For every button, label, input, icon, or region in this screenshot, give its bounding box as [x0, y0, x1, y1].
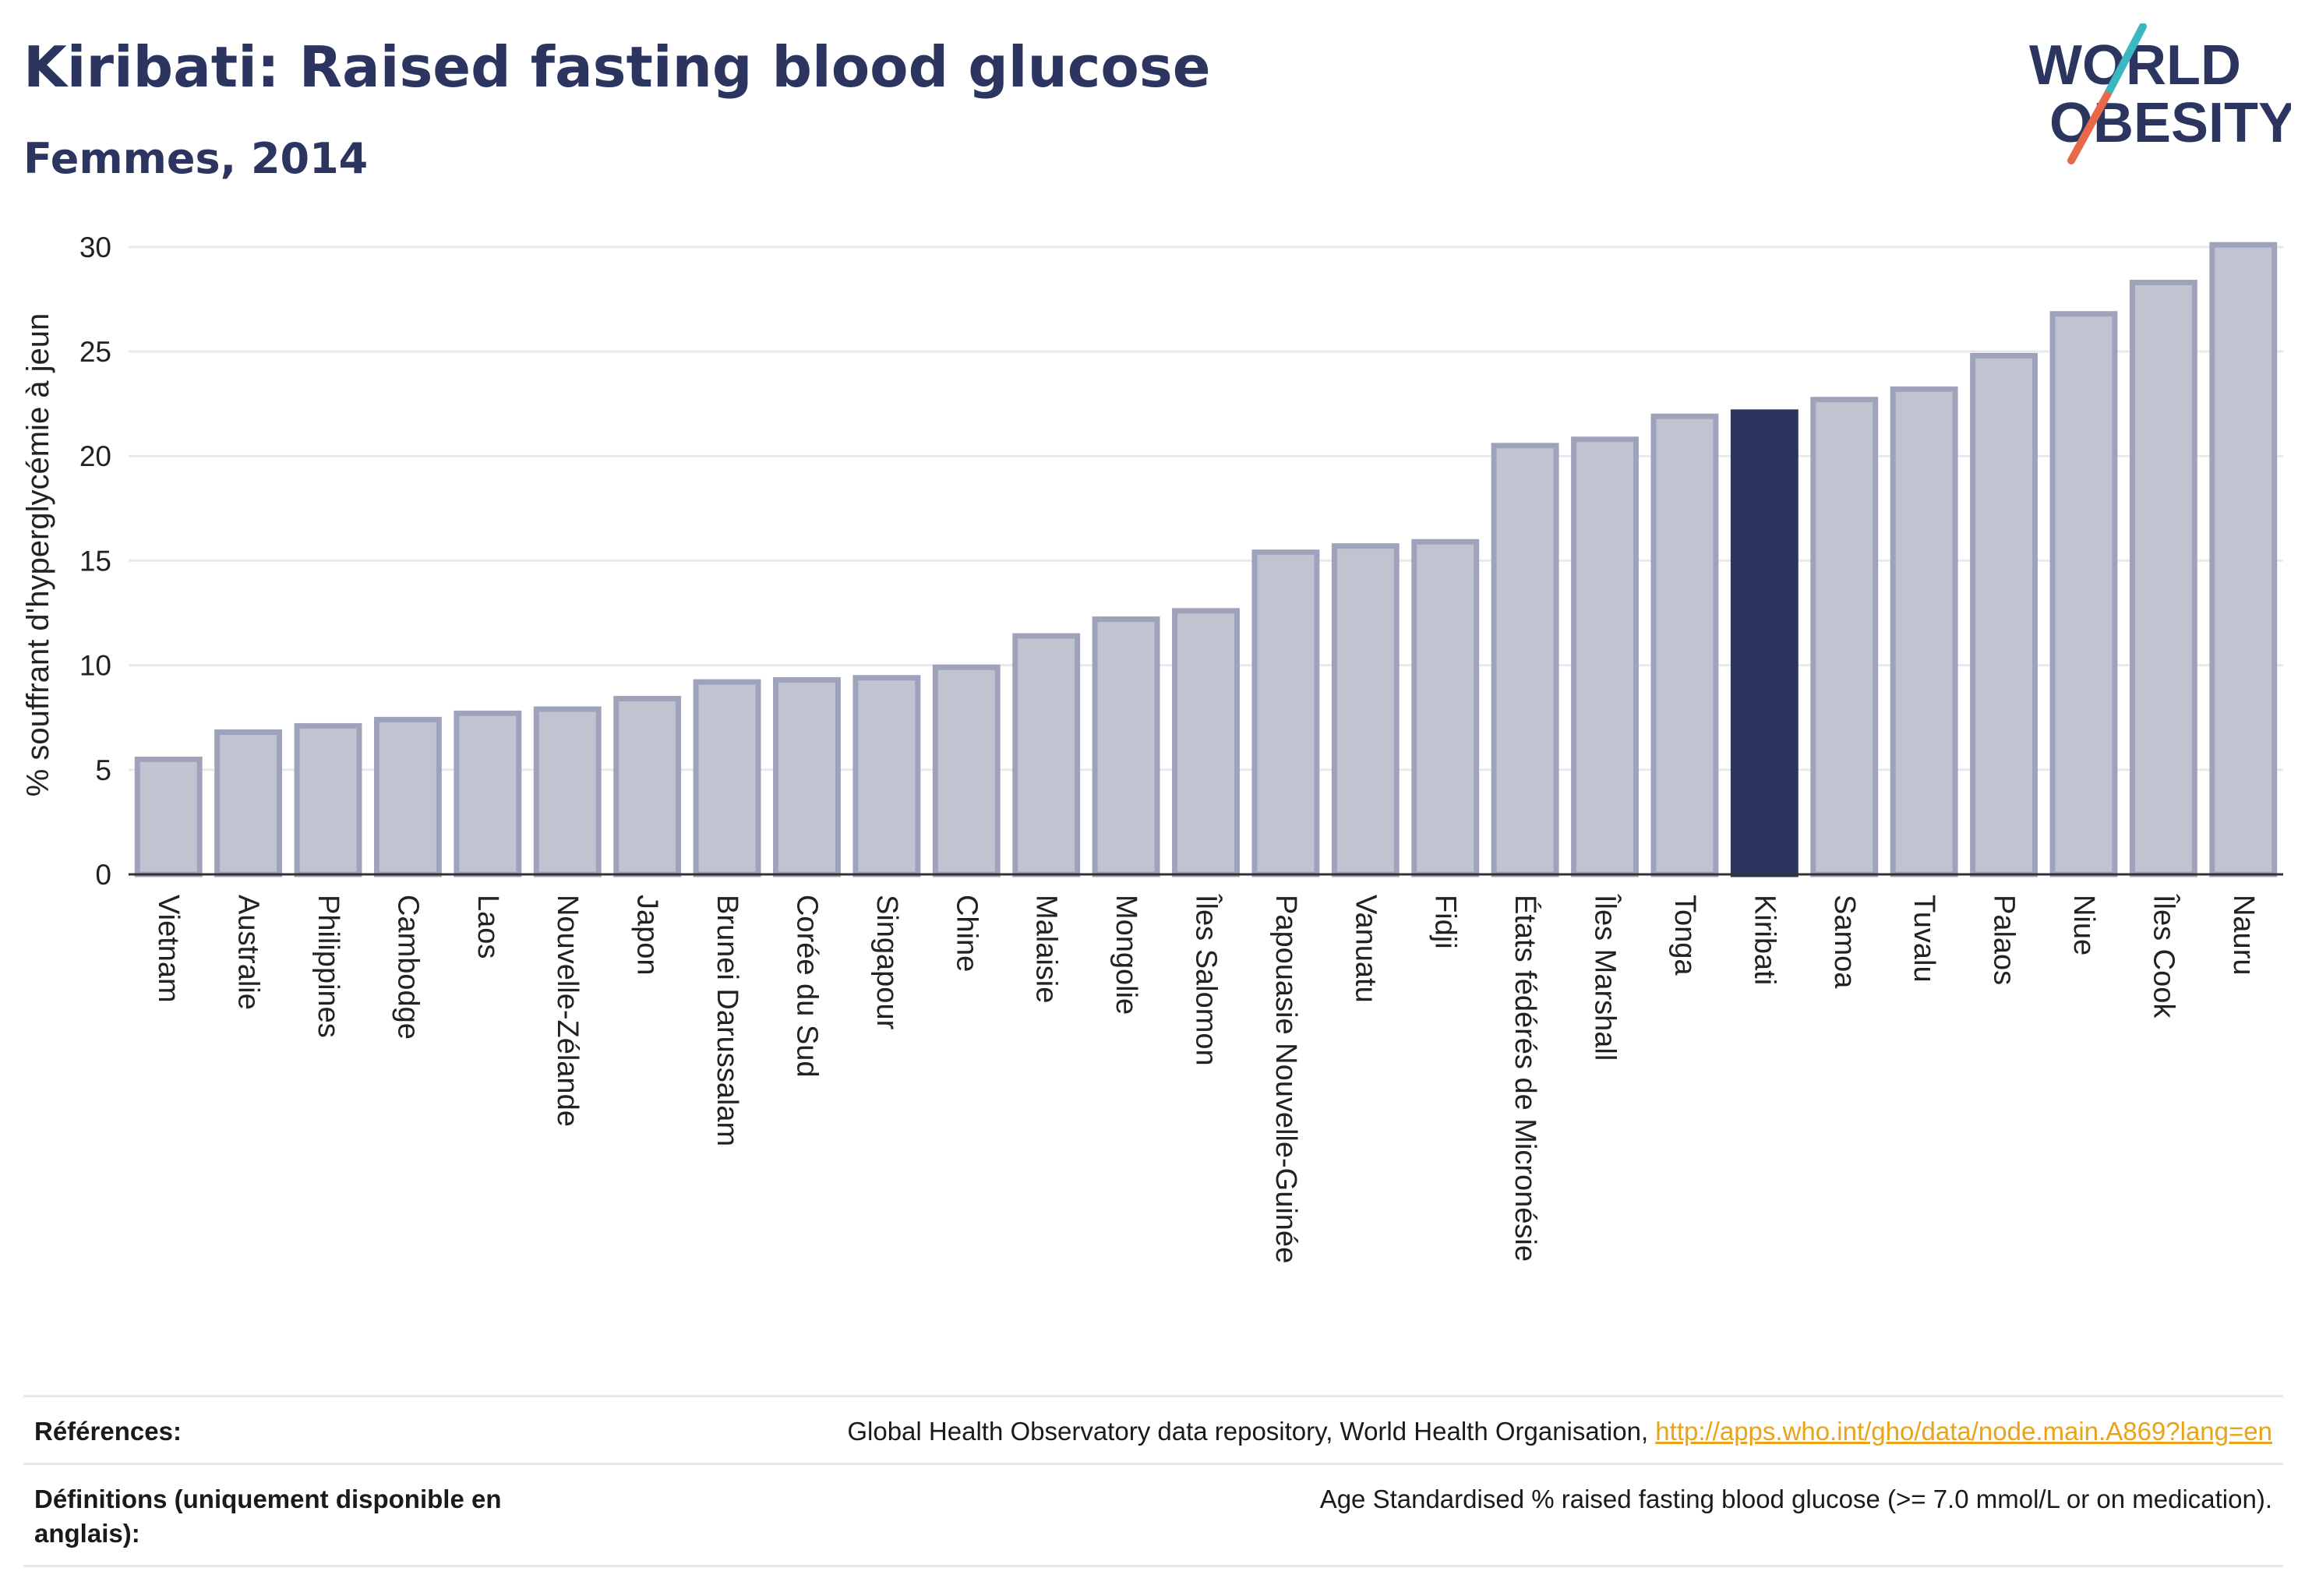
bar-papouasie-nouvelle-guin-e: [1251, 549, 1320, 877]
bar-philippines: [294, 722, 362, 877]
references-row: Références: Global Health Observatory da…: [23, 1395, 2283, 1463]
chart-subtitle: Femmes, 2014: [23, 134, 369, 183]
references-source: Global Health Observatory data repositor…: [847, 1417, 1656, 1446]
references-text: Global Health Observatory data repositor…: [847, 1414, 2272, 1449]
x-tick-label: Îles Salomon: [1190, 894, 1223, 1066]
bar-chart: 0 5 10 15 20 25 30 Vietnam Australie Philippines…: [21, 231, 2283, 1263]
bar-laos: [454, 710, 522, 877]
bar-nouvelle-z-lande: [533, 706, 602, 877]
bar-malaisie: [1012, 633, 1081, 877]
x-tick-label: Laos: [471, 895, 504, 959]
y-tick-label: 5: [95, 754, 111, 786]
bar--tats-f-d-r-s-de-micron-sie: [1491, 443, 1559, 877]
x-tick-label: Palaos: [1988, 895, 2021, 985]
chart-title: Kiribati: Raised fasting blood glucose: [23, 34, 1211, 100]
x-tick-label: Mongolie: [1110, 895, 1142, 1015]
x-tick-label: Brunei Darussalam: [711, 895, 743, 1146]
bar-vanuatu: [1331, 543, 1400, 877]
bar-australie: [214, 729, 283, 877]
y-tick-label: 30: [79, 231, 111, 263]
y-tick-label: 15: [79, 545, 111, 577]
y-tick-label: 10: [79, 650, 111, 682]
bar-tonga: [1650, 413, 1719, 877]
x-tick-label: Australie: [232, 895, 265, 1010]
x-tick-label: Vanuatu: [1349, 895, 1382, 1003]
x-tick-label: Philippines: [312, 895, 344, 1038]
bar-cor-e-du-sud: [773, 676, 841, 877]
x-tick-label: Niue: [2067, 895, 2100, 955]
definitions-row: Définitions (uniquement disponible en an…: [23, 1463, 2283, 1567]
bar-mongolie: [1092, 616, 1160, 877]
y-tick-label: 25: [79, 336, 111, 368]
x-tick-label: Cambodge: [391, 895, 424, 1040]
bar-vietnam: [134, 756, 203, 877]
bar-kiribati: [1730, 409, 1798, 877]
x-tick-label: Chine: [950, 895, 983, 972]
y-axis-label: % souffrant d'hyperglycémie à jeun: [21, 313, 55, 797]
x-tick-label: Corée du Sud: [790, 895, 823, 1078]
references-label: Références:: [34, 1417, 182, 1446]
x-tick-label: Nauru: [2227, 895, 2260, 976]
bar--les-salomon: [1172, 608, 1240, 877]
bar-tuvalu: [1890, 386, 1958, 877]
bar-fidji: [1411, 538, 1480, 877]
x-tick-label: Îles Cook: [2147, 894, 2180, 1019]
x-tick-label: Singapour: [870, 895, 903, 1030]
x-tick-label: États fédérés de Micronésie: [1509, 895, 1542, 1262]
bar-samoa: [1810, 397, 1879, 877]
definitions-text: Age Standardised % raised fasting blood …: [1319, 1485, 2272, 1513]
bar-nauru: [2209, 242, 2278, 877]
x-tick-label: Japon: [631, 895, 664, 976]
bar--les-cook: [2129, 279, 2197, 877]
x-tick-label: Papouasie Nouvelle-Guinée: [1269, 895, 1302, 1263]
world-obesity-logo: WORLD OBESITY: [2029, 23, 2291, 164]
bar--les-marshall: [1571, 436, 1639, 877]
x-tick-label: Tuvalu: [1908, 895, 1940, 983]
bar-singapour: [852, 675, 921, 877]
references-link[interactable]: http://apps.who.int/gho/data/node.main.A…: [1655, 1417, 2272, 1446]
bar-cambodge: [373, 716, 442, 877]
bar-brunei-darussalam: [693, 679, 761, 877]
logo-slash-top: [2103, 23, 2147, 99]
definitions-label: Définitions (uniquement disponible en an…: [34, 1485, 502, 1548]
logo-slash-bottom: [2067, 91, 2111, 164]
x-tick-label: Kiribati: [1748, 895, 1781, 985]
bar-japon: [613, 696, 682, 877]
footer: Références: Global Health Observatory da…: [23, 1395, 2283, 1567]
x-tick-label: Îles Marshall: [1589, 894, 1622, 1061]
y-tick-label: 20: [79, 440, 111, 472]
x-tick-label: Tonga: [1668, 895, 1701, 976]
bar-niue: [2049, 311, 2118, 877]
x-tick-label: Malaisie: [1030, 895, 1063, 1003]
x-tick-label: Vietnam: [152, 895, 185, 1003]
bar-palaos: [1970, 352, 2038, 877]
bar-chine: [932, 664, 1001, 877]
x-tick-label: Nouvelle-Zélande: [551, 895, 584, 1127]
y-axis: 0 5 10 15 20 25 30: [79, 231, 111, 891]
y-tick-label: 0: [95, 859, 111, 891]
x-axis: Vietnam Australie Philippines Cambodge Laos N…: [129, 873, 2283, 1263]
x-tick-label: Samoa: [1828, 895, 1861, 989]
x-tick-label: Fidji: [1429, 895, 1462, 949]
